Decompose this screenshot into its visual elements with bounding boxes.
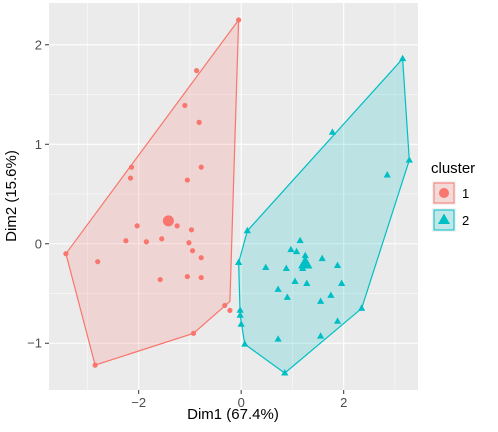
legend-label-2: 2 xyxy=(462,213,469,228)
point-cluster-1 xyxy=(157,276,163,283)
cluster-hulls xyxy=(65,18,410,374)
point-cluster-2 xyxy=(296,236,304,244)
centroid-cluster-2 xyxy=(298,255,313,269)
y-tick-label: 2 xyxy=(35,37,42,52)
point-cluster-2 xyxy=(333,261,342,269)
point-cluster-1 xyxy=(184,273,190,280)
legend: cluster 1 2 xyxy=(431,160,475,232)
point-cluster-2 xyxy=(274,285,282,292)
axis-ticks: −2 0 2 −1 0 1 2 xyxy=(27,37,347,410)
point-cluster-2 xyxy=(317,297,325,304)
point-cluster-2 xyxy=(318,254,326,262)
point-cluster-2 xyxy=(405,156,413,163)
point-cluster-1 xyxy=(159,236,165,242)
y-tick-label: 0 xyxy=(35,236,42,251)
point-cluster-2 xyxy=(358,304,366,311)
legend-marker-1-icon xyxy=(439,188,449,198)
point-cluster-2 xyxy=(282,264,290,272)
point-cluster-1 xyxy=(123,238,129,244)
point-cluster-2 xyxy=(292,247,301,255)
legend-marker-2-icon xyxy=(438,213,450,224)
point-cluster-1 xyxy=(188,227,195,233)
point-cluster-2 xyxy=(328,128,337,135)
point-cluster-1 xyxy=(95,259,101,265)
point-cluster-2 xyxy=(235,258,243,266)
x-tick-label: −2 xyxy=(131,395,146,410)
x-tick-label: 0 xyxy=(238,395,245,410)
point-cluster-1 xyxy=(63,251,69,257)
point-cluster-2 xyxy=(301,251,309,259)
point-cluster-1 xyxy=(182,102,188,109)
point-cluster-2 xyxy=(274,335,282,342)
point-cluster-2 xyxy=(287,245,295,253)
point-cluster-1 xyxy=(198,274,204,281)
point-cluster-2 xyxy=(317,332,325,339)
point-cluster-1 xyxy=(198,164,204,170)
point-cluster-1 xyxy=(128,164,135,170)
y-tick-label: −1 xyxy=(27,336,42,351)
point-cluster-2 xyxy=(333,317,342,324)
point-cluster-2 xyxy=(383,171,391,178)
legend-label-1: 1 xyxy=(462,186,469,201)
point-cluster-1 xyxy=(92,362,98,368)
x-tick-label: 2 xyxy=(340,395,347,410)
point-cluster-2 xyxy=(283,293,291,300)
point-cluster-2 xyxy=(236,311,244,318)
point-cluster-2 xyxy=(262,263,270,271)
point-cluster-2 xyxy=(303,279,311,286)
point-cluster-1 xyxy=(174,223,180,229)
point-cluster-1 xyxy=(127,175,134,181)
point-cluster-1 xyxy=(186,240,192,246)
point-cluster-2 xyxy=(327,291,335,298)
y-axis-title: Dim2 (15.6%) xyxy=(3,150,20,242)
y-tick-label: 1 xyxy=(35,137,42,152)
point-cluster-1 xyxy=(194,68,200,74)
point-cluster-1 xyxy=(134,223,140,229)
point-cluster-2 xyxy=(291,277,299,284)
x-axis-title: Dim1 (67.4%) xyxy=(187,406,279,423)
point-cluster-1 xyxy=(184,177,190,183)
point-cluster-2 xyxy=(236,306,244,313)
point-cluster-1 xyxy=(189,248,196,254)
point-cluster-1 xyxy=(196,119,202,125)
point-cluster-2 xyxy=(243,226,251,234)
legend-title: cluster xyxy=(431,160,475,177)
point-cluster-1 xyxy=(236,17,242,23)
point-cluster-2 xyxy=(241,340,249,347)
point-cluster-2 xyxy=(281,369,289,376)
point-cluster-1 xyxy=(222,302,228,309)
point-cluster-1 xyxy=(198,255,204,261)
point-cluster-1 xyxy=(190,330,197,336)
point-cluster-2 xyxy=(338,279,346,286)
point-cluster-1 xyxy=(227,307,233,314)
point-cluster-2 xyxy=(237,320,245,327)
data-points xyxy=(63,17,413,376)
point-cluster-1 xyxy=(143,239,149,245)
point-cluster-2 xyxy=(399,54,407,62)
centroid-cluster-1 xyxy=(162,215,174,227)
hull-cluster-1 xyxy=(65,18,240,366)
